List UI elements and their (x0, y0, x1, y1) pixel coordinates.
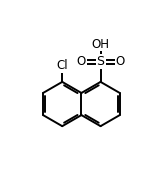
Text: Cl: Cl (56, 59, 68, 72)
Text: S: S (97, 56, 105, 69)
Text: OH: OH (92, 38, 110, 50)
Text: O: O (77, 56, 86, 69)
Text: O: O (115, 56, 124, 69)
